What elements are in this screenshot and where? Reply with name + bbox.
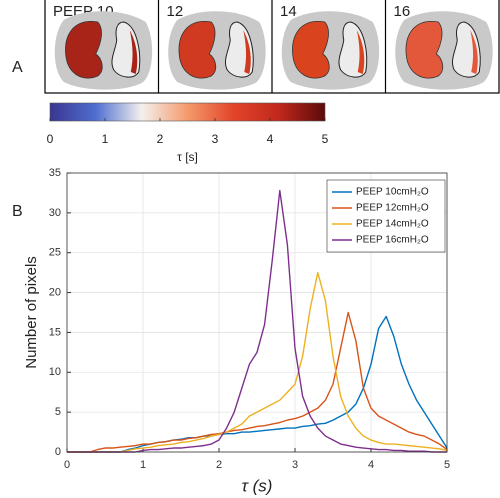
x-tick-label: 5 (444, 459, 450, 471)
colorbar (49, 102, 326, 122)
lung-left (292, 21, 330, 79)
colorbar-tick-label: 0 (47, 132, 54, 146)
x-tick-label: 2 (216, 459, 222, 471)
x-tick-label: 4 (368, 459, 374, 471)
panel-title: 14 (280, 3, 297, 20)
lung-right-strip (243, 30, 251, 74)
y-tick-label: 10 (49, 366, 61, 378)
panel-label: B (12, 203, 23, 220)
legend-label: PEEP 16cmH₂O (356, 235, 429, 246)
x-axis-label: τ (s) (242, 476, 273, 495)
y-tick-label: 35 (49, 167, 61, 179)
lung-right-strip (129, 30, 138, 74)
panel-title: 12 (167, 3, 184, 20)
colorbar-tick-label: 1 (102, 132, 109, 146)
lung-left (178, 21, 217, 79)
x-tick-label: 1 (140, 459, 146, 471)
y-tick-label: 20 (49, 286, 61, 298)
lung-right-strip (356, 30, 365, 74)
colorbar-label: τ [s] (177, 150, 198, 164)
y-tick-label: 5 (55, 406, 61, 418)
y-tick-label: 0 (55, 446, 61, 458)
x-tick-label: 3 (292, 459, 298, 471)
panel-title: 16 (394, 3, 411, 20)
colorbar-tick-label: 3 (212, 132, 219, 146)
y-axis-label: Number of pixels (23, 256, 40, 369)
colorbar-tick-label: 2 (157, 132, 164, 146)
series-line (67, 271, 448, 453)
series-line (67, 311, 448, 453)
lung-left (405, 21, 444, 79)
y-tick-label: 30 (49, 207, 61, 219)
y-tick-label: 15 (49, 326, 61, 338)
colorbar-tick-label: 5 (322, 132, 329, 146)
plot-frame (66, 172, 448, 453)
y-tick-label: 25 (49, 247, 61, 259)
colorbar-tick-label: 4 (267, 132, 274, 146)
lung-right-strip (470, 30, 478, 74)
legend-label: PEEP 10cmH₂O (356, 187, 429, 198)
lung-left (65, 21, 103, 79)
legend-label: PEEP 12cmH₂O (356, 203, 429, 214)
series-line (67, 315, 448, 453)
x-tick-label: 0 (64, 459, 70, 471)
legend-label: PEEP 14cmH₂O (356, 219, 429, 230)
panel-label: A (12, 59, 23, 76)
